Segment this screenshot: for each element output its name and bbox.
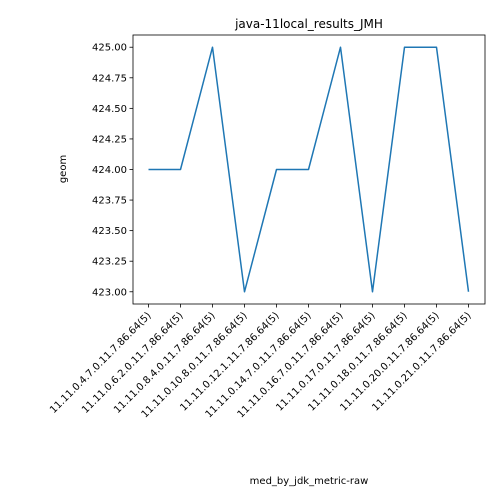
y-tick-label: 423.25: [92, 257, 127, 268]
y-tick-label: 424.25: [92, 134, 127, 145]
plot-area: 423.00 423.25 423.50 423.75 424.00 424.25 424.…: [48, 34, 486, 420]
y-tick-label: 423.75: [92, 196, 127, 207]
y-tick-label: 424.50: [92, 104, 127, 115]
y-tick-label: 424.00: [92, 165, 127, 176]
y-tick-label: 423.00: [92, 287, 127, 298]
x-axis-title: med_by_jdk_metric-raw: [250, 476, 369, 487]
y-axis-title: geom: [58, 155, 69, 183]
chart-title: java-11local_results_JMH: [234, 17, 383, 31]
y-tick-label: 423.50: [92, 226, 127, 237]
series-line: [148, 46, 470, 293]
y-tick-label: 425.00: [92, 43, 127, 54]
y-tick-label: 424.75: [92, 73, 127, 84]
